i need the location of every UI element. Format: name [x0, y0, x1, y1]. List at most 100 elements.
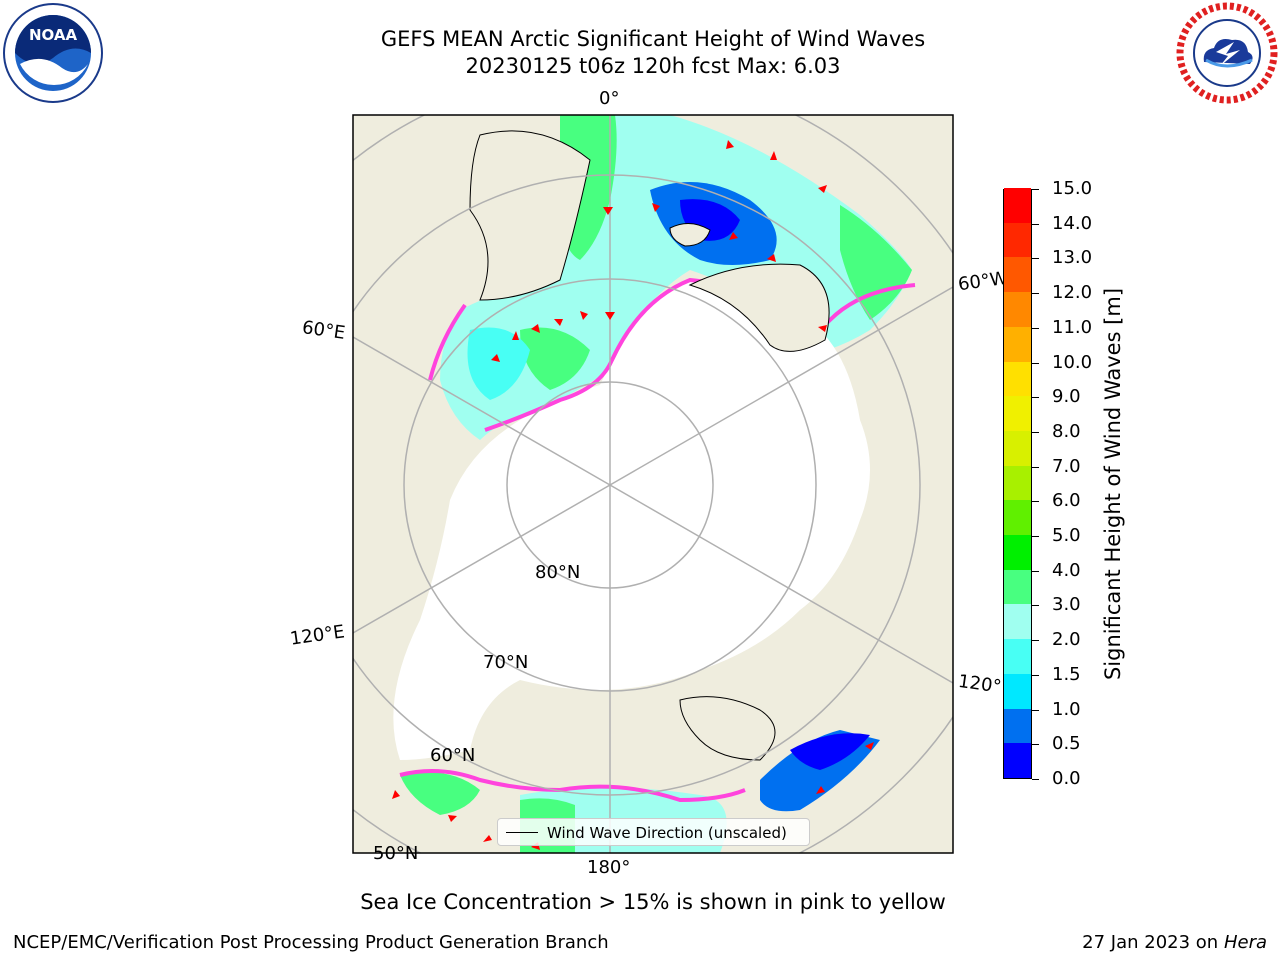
noaa-logo: NOAA [3, 3, 103, 103]
scandinavia-outline [469, 130, 591, 301]
alaska-outline [679, 696, 776, 761]
colorbar-tick-label: 4.0 [1052, 559, 1081, 581]
colorbar-title: Significant Height of Wind Waves [m] [1101, 287, 1125, 681]
colorbar-tick [1032, 501, 1039, 503]
colorbar-segment [1004, 499, 1031, 536]
graticule [353, 115, 953, 853]
arrow [603, 207, 613, 215]
ice-edge-east [428, 303, 467, 381]
colorbar-segment [1004, 534, 1031, 570]
lat-label-80: 80°N [535, 562, 581, 583]
colorbar-tick [1032, 779, 1039, 780]
colorbar-tick-label: 0.0 [1052, 768, 1081, 789]
colorbar-tick [1032, 189, 1039, 190]
colorbar-segment [1004, 742, 1031, 778]
colorbar-tick-label: 13.0 [1052, 247, 1093, 269]
colorbar-segment [1004, 326, 1031, 362]
colorbar-tick-label: 1.0 [1052, 698, 1081, 720]
lat-label-70: 70°N [483, 652, 529, 673]
colorbar-tick-label: 3.0 [1052, 594, 1081, 616]
colorbar-tick [1032, 362, 1039, 364]
meridian-120w [609, 484, 953, 684]
arrow [392, 790, 400, 799]
pacific-wave-field-deepblue [790, 733, 870, 770]
colorbar-tick-label: 14.0 [1052, 212, 1093, 234]
colorbar-segment [1004, 569, 1031, 605]
arrow [818, 325, 827, 332]
colorbar-tick [1032, 744, 1039, 746]
meridian-120e [353, 484, 611, 634]
colorbar-tick-label: 11.0 [1052, 316, 1093, 338]
colorbar-tick [1032, 431, 1039, 433]
nws-logo [1176, 2, 1278, 104]
wave-zone-green-east [840, 205, 912, 320]
colorbar-segment [1004, 187, 1031, 223]
colorbar-tick-label: 15.0 [1052, 178, 1093, 199]
colorbar-segment [1004, 222, 1031, 258]
colorbar-tick [1032, 223, 1039, 225]
lat-label-60: 60°N [430, 745, 476, 766]
chart-title: GEFS MEAN Arctic Significant Height of W… [380, 27, 926, 51]
colorbar-tick [1032, 397, 1039, 399]
noaa-logo-text: NOAA [29, 26, 78, 44]
colorbar-tick-label: 9.0 [1052, 386, 1081, 408]
legend-label: Wind Wave Direction (unscaled) [547, 824, 787, 842]
colorbar-tick [1032, 674, 1039, 676]
greenland-outline [688, 263, 830, 352]
meridian-60w [609, 286, 953, 486]
colorbar-segment [1004, 361, 1031, 397]
colorbar-segment [1004, 708, 1031, 744]
colorbar-tick [1032, 640, 1039, 642]
colorbar-tick-label: 0.5 [1052, 733, 1081, 755]
colorbar-segment [1004, 673, 1031, 709]
arrow [816, 786, 825, 794]
colorbar-tick-label: 1.5 [1052, 663, 1081, 685]
bering-wave-field [400, 772, 480, 815]
colorbar-segment [1004, 430, 1031, 466]
arrow [483, 835, 492, 842]
colorbar-tick [1032, 466, 1039, 468]
arrow [729, 232, 738, 240]
legend-line-swatch [506, 832, 538, 833]
arrow [726, 140, 734, 149]
colorbar-tick-label: 8.0 [1052, 420, 1081, 442]
iceland-outline [669, 223, 711, 247]
lon-label-0: 0° [599, 88, 620, 109]
footer-credit: NCEP/EMC/Verification Post Processing Pr… [13, 932, 609, 953]
meridian-60e [353, 336, 611, 486]
sea-ice-note: Sea Ice Concentration > 15% is shown in … [360, 890, 946, 914]
colorbar-tick-label: 5.0 [1052, 525, 1081, 547]
wave-zone-cyan [467, 327, 530, 400]
colorbar-segment [1004, 395, 1031, 431]
arrow [652, 203, 660, 212]
arrow [580, 311, 588, 320]
colorbar-tick [1032, 327, 1039, 329]
chart-subtitle: 20230125 t06z 120h fcst Max: 6.03 [465, 54, 841, 78]
map-legend: Wind Wave Direction (unscaled) [497, 818, 810, 846]
lon-label-180: 180° [587, 857, 631, 878]
colorbar [1003, 187, 1032, 779]
lat-label-50: 50°N [373, 843, 419, 864]
colorbar-tick [1032, 293, 1039, 295]
colorbar-tick [1032, 570, 1039, 572]
arrow [767, 254, 776, 262]
arrow [448, 815, 457, 822]
arrow [512, 331, 519, 340]
colorbar-segment [1004, 291, 1031, 327]
colorbar-tick-label: 12.0 [1052, 282, 1093, 304]
colorbar-tick [1032, 605, 1039, 607]
colorbar-tick [1032, 258, 1039, 260]
arrow [605, 312, 615, 320]
wave-direction-arrows [392, 140, 874, 850]
footer-host: Hera [1223, 932, 1267, 953]
colorbar-segment [1004, 638, 1031, 674]
map-frame [352, 114, 954, 854]
colorbar-tick-label: 2.0 [1052, 629, 1081, 651]
arrow [531, 324, 540, 333]
arrow [865, 742, 874, 750]
arrow [818, 185, 827, 193]
arrow [491, 354, 500, 362]
ice-edge-bering [399, 769, 746, 803]
colorbar-segment [1004, 465, 1031, 501]
